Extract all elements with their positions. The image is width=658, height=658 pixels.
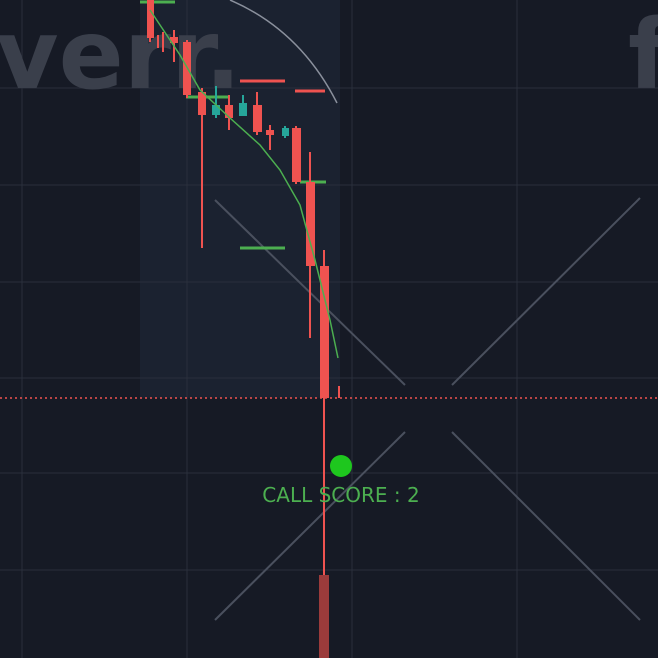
volume-bar	[319, 575, 329, 658]
levels	[140, 0, 326, 250]
watermark-right: f	[628, 0, 658, 111]
call-score-label: CALL SCORE : 2	[262, 483, 419, 507]
moving-average	[149, 9, 339, 359]
signal-dot	[330, 455, 352, 477]
arc	[229, 0, 338, 104]
candles	[147, 0, 340, 398]
